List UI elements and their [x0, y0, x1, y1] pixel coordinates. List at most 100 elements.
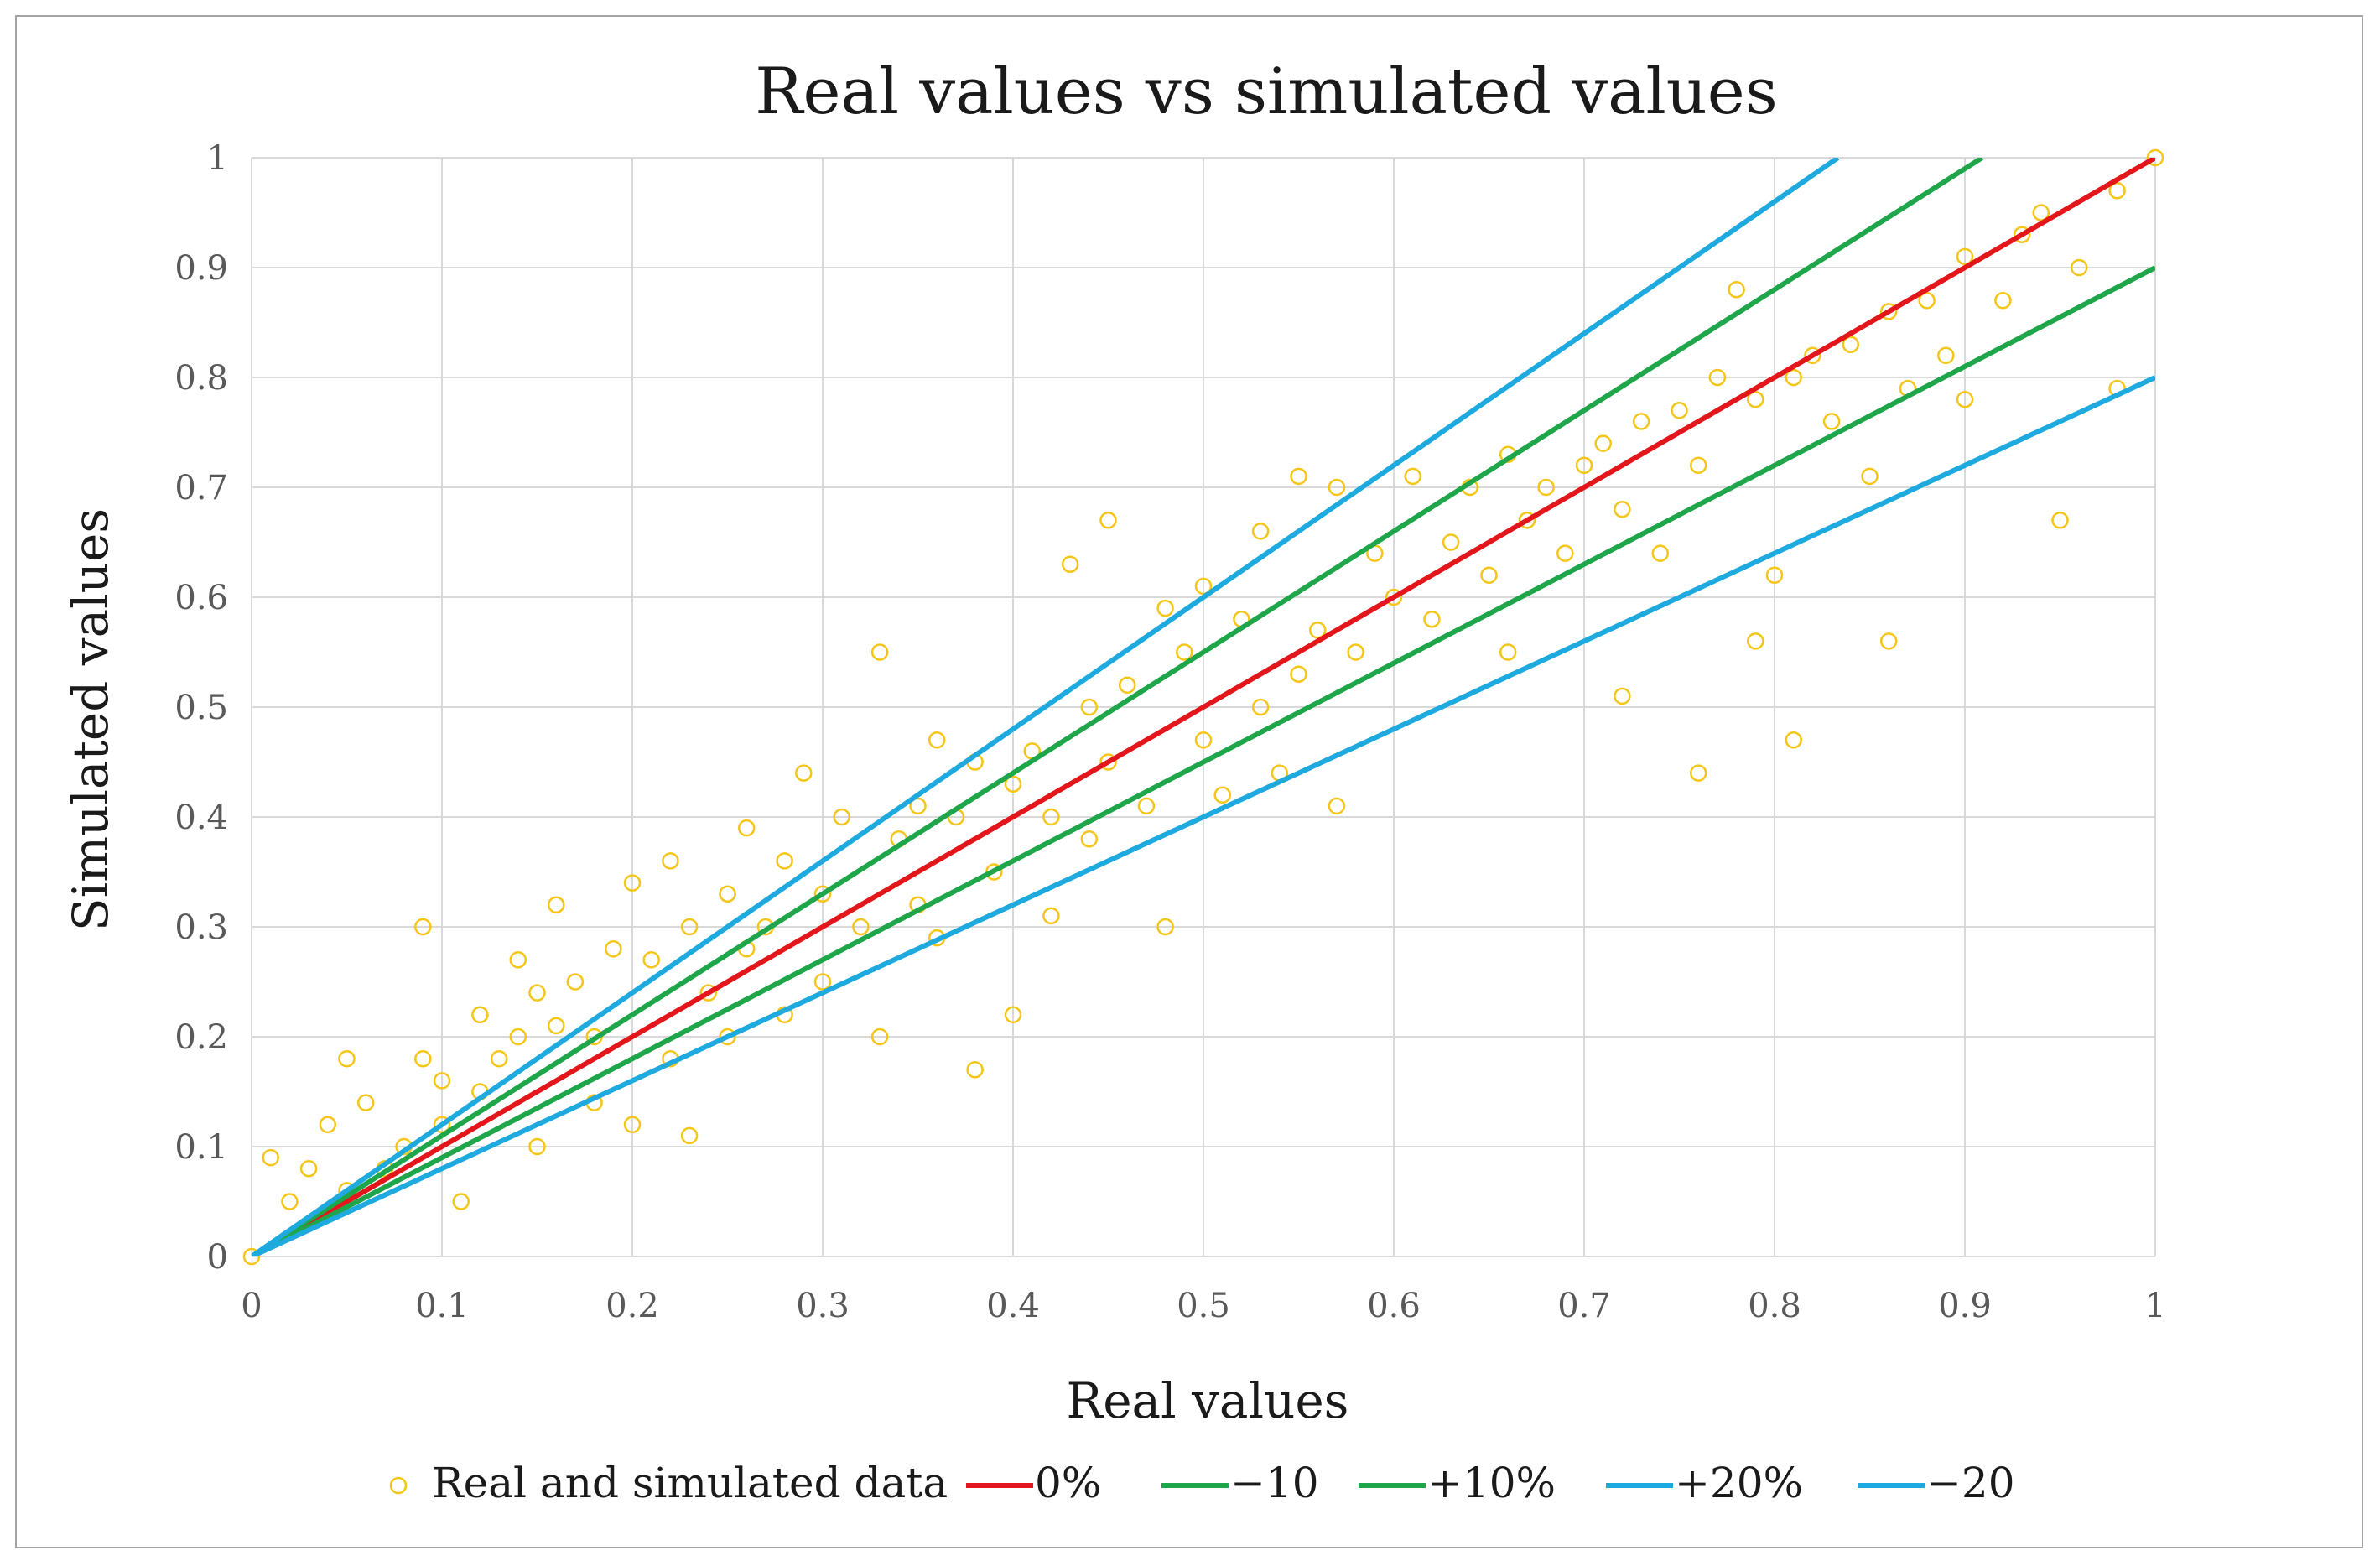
scatter-point [528, 984, 546, 1002]
scatter-point [623, 874, 642, 892]
scatter-point [1194, 731, 1213, 749]
scatter-point [433, 1116, 451, 1134]
scatter-point [852, 918, 870, 936]
scatter-point [1156, 918, 1174, 936]
scatter-point [928, 731, 946, 749]
scatter-point [2108, 182, 2126, 200]
scatter-point [1671, 402, 1688, 419]
scatter-point [719, 885, 736, 903]
scatter-point [795, 764, 813, 782]
scatter-point [2051, 512, 2069, 529]
scatter-point [414, 1049, 432, 1068]
scatter-point [1879, 632, 1898, 650]
x-tick-label: 1 [2144, 1287, 2165, 1325]
scatter-point [1080, 698, 1099, 716]
scatter-point [566, 973, 585, 991]
x-tick-label: 0 [241, 1287, 262, 1325]
scatter-point [1708, 368, 1727, 387]
scatter-point [1251, 698, 1270, 716]
scatter-point [1861, 467, 1879, 486]
scatter-point [1061, 555, 1079, 573]
scatter-point [2070, 258, 2088, 277]
series-line [252, 158, 1984, 1256]
tick-layer: 0 0.1 0.2 0.3 0.4 0.5 0.6 0.7 0.8 0.9 1 0 0.1 0.2 0.3 0… [174, 139, 2165, 1325]
scatter-point [338, 1049, 356, 1068]
scatter-point [966, 1061, 984, 1079]
scatter-point [490, 1049, 508, 1068]
scatter-point [1918, 292, 1936, 310]
scatter-point [262, 1148, 279, 1167]
legend-marker [389, 1476, 408, 1495]
scatter-point [1004, 1006, 1022, 1024]
scatter-point [642, 951, 660, 969]
plot-area [242, 148, 2164, 1266]
scatter-point [1290, 467, 1307, 486]
scatter-point [1785, 368, 1802, 387]
legend: Real and simulated data 0% −10 +10% +20% −20 [389, 1459, 2015, 1507]
chart-svg: Real values vs simulated values 0 0.1 0.2 0… [62, 54, 2166, 1507]
scatter-point [2013, 226, 2031, 243]
scatter-point [680, 1126, 699, 1145]
scatter-point [1042, 808, 1060, 826]
scatter-point [870, 1028, 889, 1046]
x-tick-label: 0.7 [1557, 1287, 1611, 1325]
scatter-point [1042, 907, 1060, 925]
scatter-point [433, 1072, 451, 1090]
scatter-point [1537, 478, 1555, 497]
legend-label: Real and simulated data [432, 1459, 948, 1507]
scatter-point [1328, 797, 1346, 815]
series-line [252, 375, 2155, 1256]
scatter-point [699, 984, 718, 1002]
scatter-point [813, 885, 832, 903]
scatter-point [1956, 247, 1974, 266]
scatter-point [2146, 148, 2164, 167]
scatter-point [909, 797, 927, 815]
scatter-point [1956, 390, 1974, 408]
scatter-point [1404, 467, 1421, 486]
scatter-point [414, 918, 432, 936]
scatter-point [737, 819, 756, 837]
legend-label: −20 [1926, 1459, 2015, 1507]
scatter-point [1632, 413, 1650, 430]
y-axis-label: Simulated values [62, 508, 119, 931]
scatter-point [1651, 544, 1670, 562]
y-tick-label: 0.5 [174, 689, 228, 727]
x-tick-label: 0.3 [796, 1287, 850, 1325]
scatter-point [1747, 632, 1764, 650]
scatter-point [1308, 622, 1327, 639]
scatter-point [1689, 456, 1707, 475]
scatter-point [2032, 204, 2050, 221]
scatter-point [356, 1094, 375, 1111]
legend-label: −10 [1230, 1459, 1319, 1507]
scatter-point [813, 973, 832, 991]
scatter-layer [242, 148, 2164, 1266]
scatter-point [833, 808, 850, 826]
scatter-point [471, 1006, 489, 1024]
x-tick-label: 0.2 [605, 1287, 659, 1325]
scatter-point [281, 1193, 299, 1210]
series-line [252, 265, 2155, 1256]
scatter-point [1194, 577, 1213, 596]
scatter-point [1080, 830, 1099, 848]
scatter-point [1518, 512, 1536, 529]
scatter-point [1594, 434, 1612, 452]
y-tick-label: 0 [207, 1238, 228, 1277]
scatter-point [1118, 676, 1136, 695]
scatter-point [1499, 643, 1517, 661]
scatter-point [319, 1116, 337, 1134]
x-tick-label: 0.1 [415, 1287, 469, 1325]
scatter-point [1290, 665, 1307, 683]
scatter-point [662, 852, 679, 870]
scatter-point [1879, 303, 1898, 320]
scatter-point [605, 939, 622, 958]
scatter-point [1842, 336, 1860, 353]
y-tick-label: 0.7 [174, 469, 228, 507]
x-tick-label: 0.9 [1938, 1287, 1992, 1325]
chart-frame: Real values vs simulated values 0 0.1 0.2 0… [15, 15, 2363, 1548]
scatter-point [1689, 764, 1707, 782]
x-tick-label: 0.6 [1367, 1287, 1421, 1325]
x-tick-label: 0.4 [986, 1287, 1040, 1325]
scatter-point [1137, 797, 1156, 815]
scatter-point [547, 1017, 565, 1035]
y-tick-label: 1 [207, 139, 228, 178]
